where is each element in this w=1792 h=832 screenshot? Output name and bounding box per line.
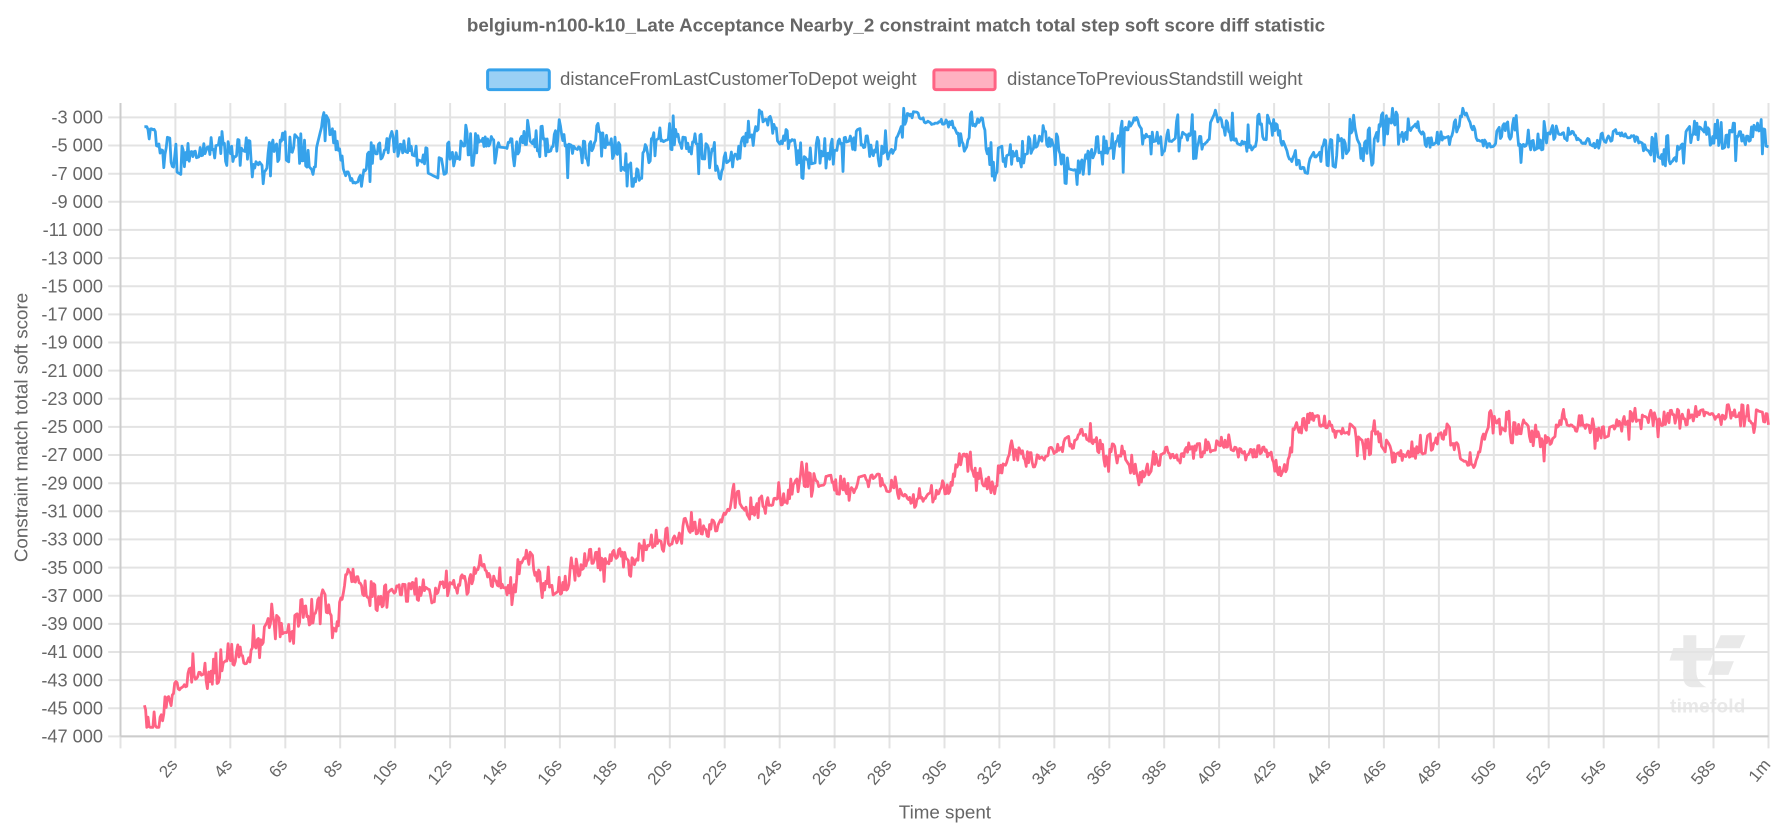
svg-text:-9 000: -9 000 [51, 192, 103, 212]
svg-text:-47 000: -47 000 [41, 727, 103, 747]
svg-text:34s: 34s [1028, 755, 1060, 788]
svg-text:-7 000: -7 000 [51, 164, 103, 184]
svg-text:timefold: timefold [1670, 697, 1746, 718]
svg-text:-19 000: -19 000 [41, 333, 103, 353]
svg-text:32s: 32s [973, 755, 1005, 788]
svg-text:belgium-n100-k10_Late Acceptan: belgium-n100-k10_Late Acceptance Nearby_… [467, 14, 1325, 35]
svg-text:24s: 24s [753, 755, 785, 788]
svg-text:10s: 10s [369, 755, 401, 788]
svg-text:20s: 20s [644, 755, 676, 788]
svg-text:2s: 2s [155, 755, 181, 781]
svg-text:4s: 4s [210, 755, 236, 781]
svg-text:1m: 1m [1745, 755, 1775, 785]
svg-text:14s: 14s [479, 755, 511, 788]
svg-text:-11 000: -11 000 [43, 220, 103, 240]
svg-text:54s: 54s [1577, 755, 1609, 788]
svg-text:Time spent: Time spent [899, 802, 992, 823]
svg-text:distanceToPreviousStandstill w: distanceToPreviousStandstill weight [1007, 68, 1303, 89]
svg-text:18s: 18s [589, 755, 621, 788]
svg-text:56s: 56s [1632, 755, 1664, 788]
svg-text:28s: 28s [863, 755, 895, 788]
svg-text:-17 000: -17 000 [41, 305, 103, 325]
svg-text:38s: 38s [1138, 755, 1170, 788]
svg-text:-35 000: -35 000 [41, 558, 103, 578]
svg-text:-41 000: -41 000 [41, 642, 103, 662]
svg-text:-31 000: -31 000 [41, 502, 103, 522]
svg-text:-45 000: -45 000 [41, 699, 103, 719]
svg-text:22s: 22s [698, 755, 730, 788]
svg-text:-13 000: -13 000 [41, 248, 103, 268]
svg-text:12s: 12s [424, 755, 456, 788]
svg-text:58s: 58s [1687, 755, 1719, 788]
svg-text:16s: 16s [534, 755, 566, 788]
svg-text:-29 000: -29 000 [41, 473, 103, 493]
svg-text:46s: 46s [1358, 755, 1390, 788]
svg-text:-15 000: -15 000 [41, 276, 103, 296]
svg-text:-3 000: -3 000 [51, 108, 103, 128]
svg-text:8s: 8s [320, 755, 346, 781]
svg-text:26s: 26s [808, 755, 840, 788]
svg-text:50s: 50s [1468, 755, 1500, 788]
svg-text:30s: 30s [918, 755, 950, 788]
svg-text:-23 000: -23 000 [41, 389, 103, 409]
svg-text:-21 000: -21 000 [41, 361, 103, 381]
svg-text:-27 000: -27 000 [41, 445, 103, 465]
svg-text:40s: 40s [1193, 755, 1225, 788]
svg-text:48s: 48s [1413, 755, 1445, 788]
svg-text:-33 000: -33 000 [41, 530, 103, 550]
svg-text:44s: 44s [1303, 755, 1335, 788]
svg-text:6s: 6s [265, 755, 291, 781]
svg-text:52s: 52s [1522, 755, 1554, 788]
svg-text:-5 000: -5 000 [51, 136, 103, 156]
svg-text:-43 000: -43 000 [41, 670, 103, 690]
svg-text:36s: 36s [1083, 755, 1115, 788]
svg-text:-37 000: -37 000 [41, 586, 103, 606]
svg-text:42s: 42s [1248, 755, 1280, 788]
svg-text:Constraint match total soft sc: Constraint match total soft score [11, 293, 32, 562]
svg-text:-39 000: -39 000 [41, 614, 103, 634]
svg-text:distanceFromLastCustomerToDepo: distanceFromLastCustomerToDepot weight [560, 68, 917, 89]
svg-text:-25 000: -25 000 [41, 417, 103, 437]
